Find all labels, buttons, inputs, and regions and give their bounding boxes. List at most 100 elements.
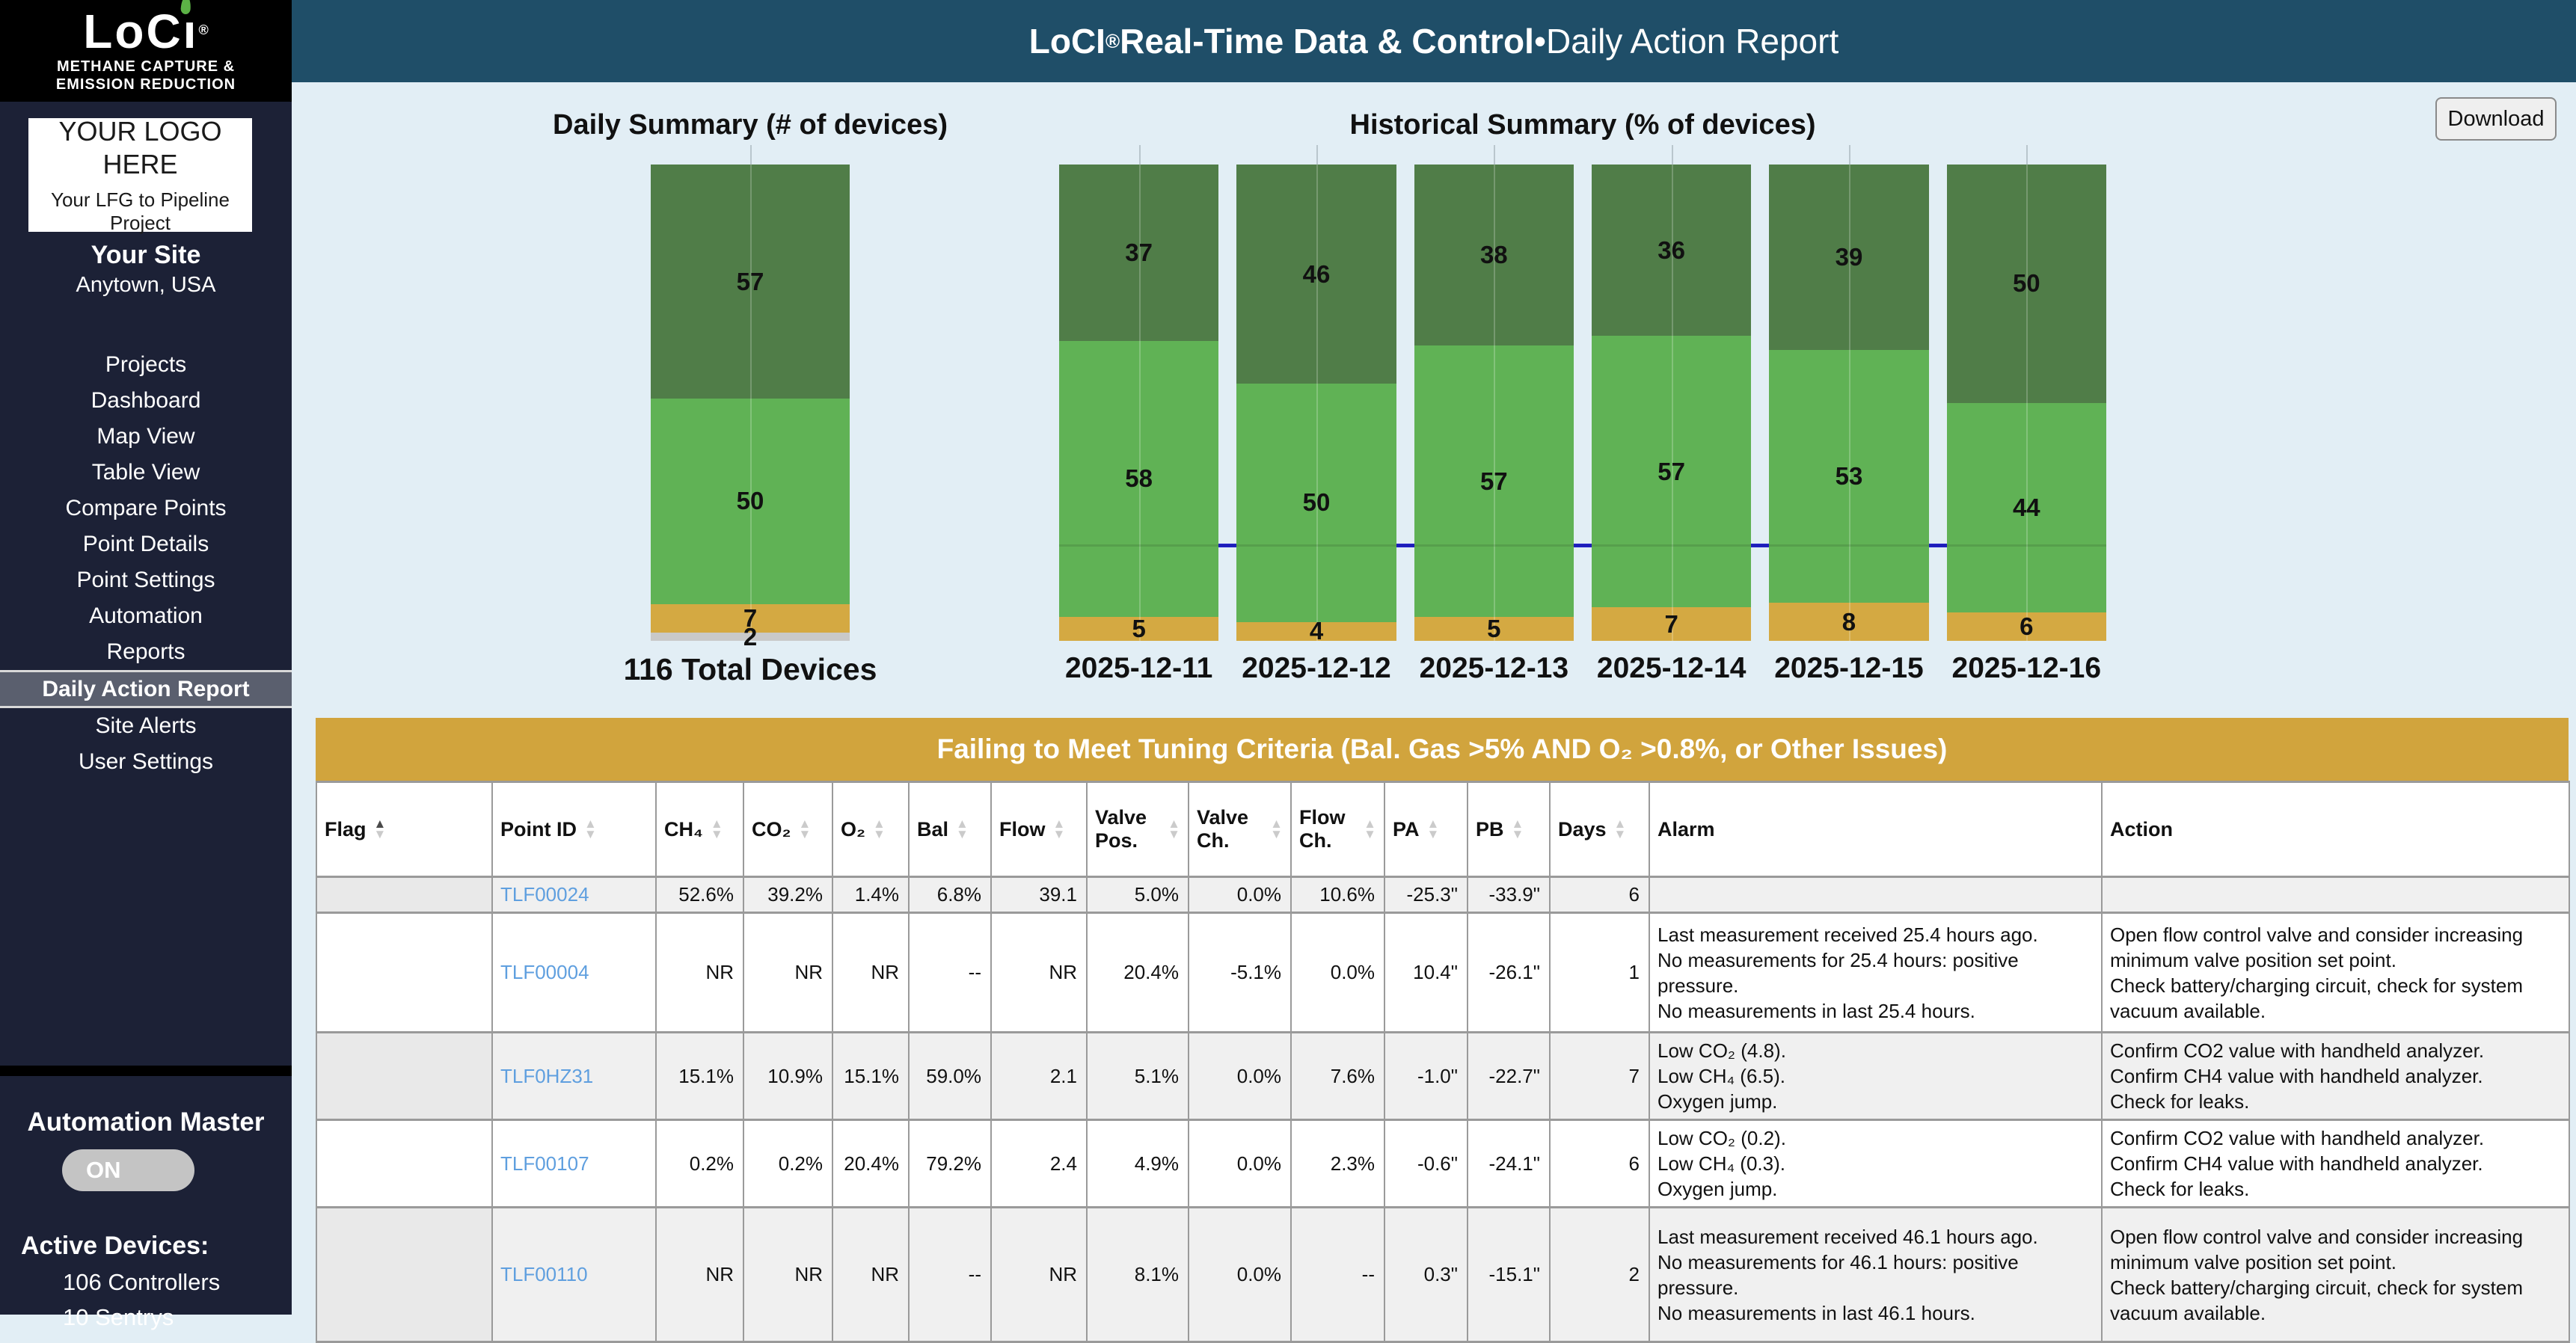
historical-bar-2025-12-12: 46 50 4 (1236, 145, 1396, 643)
column-header-flag[interactable]: Flag ▲ ▼ (316, 781, 493, 878)
cell-action: Confirm CO2 value with handheld analyzer… (2101, 1119, 2570, 1208)
sort-arrows-icon[interactable]: ▲ ▼ (798, 817, 812, 841)
bar-segment-gold: 5 (1059, 616, 1219, 641)
cell-bal: 79.2% (908, 1119, 992, 1208)
registered-mark: ® (198, 22, 209, 37)
sort-arrows-icon[interactable]: ▲ ▼ (873, 817, 886, 841)
column-header-days[interactable]: Days ▲ ▼ (1549, 781, 1650, 878)
automation-master-label: Automation Master (27, 1107, 265, 1137)
toggle-on-label: ON (86, 1157, 121, 1183)
date-label: 2025-12-11 (1064, 652, 1213, 684)
point-id-link[interactable]: TLF0HZ31 (491, 1031, 657, 1121)
sidebar-item-reports[interactable]: Reports (106, 639, 185, 664)
sidebar-item-daily-action-report[interactable]: Daily Action Report (0, 670, 292, 708)
sidebar-item-compare-points[interactable]: Compare Points (65, 496, 227, 520)
download-button[interactable]: Download (2435, 97, 2557, 141)
sort-arrows-icon[interactable]: ▲ ▼ (1052, 817, 1066, 841)
sidebar-item-dashboard[interactable]: Dashboard (91, 388, 201, 413)
cell-action (2101, 876, 2570, 914)
point-id-link[interactable]: TLF00110 (491, 1206, 657, 1343)
column-header-bal[interactable]: Bal ▲ ▼ (908, 781, 992, 878)
cell-pb: -33.9" (1467, 876, 1551, 914)
failing-criteria-report: Failing to Meet Tuning Criteria (Bal. Ga… (316, 718, 2570, 1343)
cell-pa: -0.6" (1384, 1119, 1468, 1208)
column-header-ch-[interactable]: CH₄ ▲ ▼ (655, 781, 744, 878)
logo-placeholder-sub: Your LFG to Pipeline Project (51, 188, 230, 234)
historical-chart: 37 58 5 46 50 4 38 57 5 36 57 7 39 53 8 50 44 6 (1059, 145, 2106, 643)
cell-co-: 10.9% (743, 1031, 833, 1121)
date-label: 2025-12-12 (1242, 652, 1391, 684)
column-header-valve-pos-[interactable]: Valve Pos. ▲ ▼ (1086, 781, 1189, 878)
cell-action: Confirm CO2 value with handheld analyzer… (2101, 1031, 2570, 1121)
cell-ch-: 52.6% (655, 876, 744, 914)
bar-segment-gold: 5 (1414, 616, 1574, 641)
column-label: Days (1558, 817, 1607, 840)
sort-arrows-icon[interactable]: ▲ ▼ (710, 817, 723, 841)
sidebar-item-table-view[interactable]: Table View (91, 460, 200, 485)
cell-co-: 39.2% (743, 876, 833, 914)
sort-arrows-icon[interactable]: ▲ ▼ (1270, 817, 1283, 841)
column-label: Action (2110, 817, 2173, 840)
sidebar-item-map-view[interactable]: Map View (96, 424, 195, 449)
sidebar-item-site-alerts[interactable]: Site Alerts (95, 713, 197, 738)
sidebar-item-projects[interactable]: Projects (105, 352, 187, 377)
bar-segment-light-green: 50 (651, 399, 850, 604)
column-header-co-[interactable]: CO₂ ▲ ▼ (743, 781, 833, 878)
sidebar-item-point-details[interactable]: Point Details (82, 532, 209, 556)
cell-flow-ch-: -- (1290, 1206, 1385, 1343)
active-devices-label: Active Devices: (21, 1232, 209, 1260)
column-header-valve-ch-[interactable]: Valve Ch. ▲ ▼ (1188, 781, 1292, 878)
customer-logo-placeholder: YOUR LOGO HERE Your LFG to Pipeline Proj… (28, 116, 252, 234)
column-header-point-id[interactable]: Point ID ▲ ▼ (491, 781, 657, 878)
cell-action: Open flow control valve and consider inc… (2101, 912, 2570, 1033)
cell-ch-: NR (655, 912, 744, 1033)
historical-bar-2025-12-11: 37 58 5 (1059, 145, 1219, 641)
cell-ch-: NR (655, 1206, 744, 1343)
cell-days: 6 (1549, 1119, 1650, 1208)
daily-summary-title: Daily Summary (# of devices) (553, 109, 948, 141)
cell-ch-: 15.1% (655, 1031, 744, 1121)
column-label: Valve Ch. (1197, 806, 1249, 852)
column-label: Flag (325, 817, 367, 840)
sidebar-item-point-settings[interactable]: Point Settings (76, 568, 215, 592)
bar-segment-gold: 7 (1591, 607, 1752, 641)
app-title-main: Real-Time Data & Control (1120, 22, 1534, 61)
sort-arrows-icon[interactable]: ▲ ▼ (1511, 817, 1524, 841)
logo-tagline: METHANE CAPTURE & EMISSION REDUCTION (55, 58, 236, 93)
sort-arrows-icon[interactable]: ▲ ▼ (373, 817, 387, 841)
column-label: PA (1393, 817, 1420, 840)
report-table: Flag ▲ ▼ Point ID ▲ ▼ CH₄ ▲ ▼ CO₂ ▲ ▼ O₂ ▲ ▼ Bal ▲ ▼ Flow ▲… (316, 781, 2570, 1343)
cell-pb: -22.7" (1467, 1031, 1551, 1121)
point-id-link[interactable]: TLF00107 (491, 1119, 657, 1208)
column-label: Bal (917, 817, 949, 840)
sort-arrows-icon[interactable]: ▲ ▼ (1168, 817, 1180, 841)
column-label: CO₂ (752, 817, 791, 840)
sidebar-item-automation[interactable]: Automation (89, 603, 203, 628)
sort-arrows-icon[interactable]: ▲ ▼ (956, 817, 969, 841)
sort-arrows-icon[interactable]: ▲ ▼ (1364, 817, 1376, 841)
column-label: PB (1476, 817, 1504, 840)
cell-flow: NR (990, 1206, 1088, 1343)
cell-co-: 0.2% (743, 1119, 833, 1208)
column-header-o-[interactable]: O₂ ▲ ▼ (832, 781, 910, 878)
cell-days: 6 (1549, 876, 1650, 914)
cell-flag (316, 1031, 493, 1121)
column-header-flow-ch-[interactable]: Flow Ch. ▲ ▼ (1290, 781, 1385, 878)
cell-alarm: Last measurement received 25.4 hours ago… (1649, 912, 2103, 1033)
historical-summary-title: Historical Summary (% of devices) (1349, 109, 1816, 141)
point-id-link[interactable]: TLF00004 (491, 912, 657, 1033)
app-title-registered: ® (1105, 29, 1120, 52)
historical-bar-2025-12-15: 39 53 8 (1769, 145, 1929, 641)
cell-flag (316, 1119, 493, 1208)
column-header-flow[interactable]: Flow ▲ ▼ (990, 781, 1088, 878)
point-id-link[interactable]: TLF00024 (491, 876, 657, 914)
table-row: TLF00110 NR NR NR -- NR 8.1% 0.0% -- 0.3" -15.1" 2 L… (316, 1206, 2570, 1343)
column-header-action: Action (2101, 781, 2570, 878)
automation-master-toggle[interactable]: ON (62, 1149, 194, 1191)
sort-arrows-icon[interactable]: ▲ ▼ (1426, 817, 1440, 841)
sort-arrows-icon[interactable]: ▲ ▼ (584, 817, 597, 841)
column-header-pb[interactable]: PB ▲ ▼ (1467, 781, 1551, 878)
column-header-pa[interactable]: PA ▲ ▼ (1384, 781, 1468, 878)
sort-arrows-icon[interactable]: ▲ ▼ (1613, 817, 1627, 841)
sidebar-item-user-settings[interactable]: User Settings (78, 749, 214, 774)
